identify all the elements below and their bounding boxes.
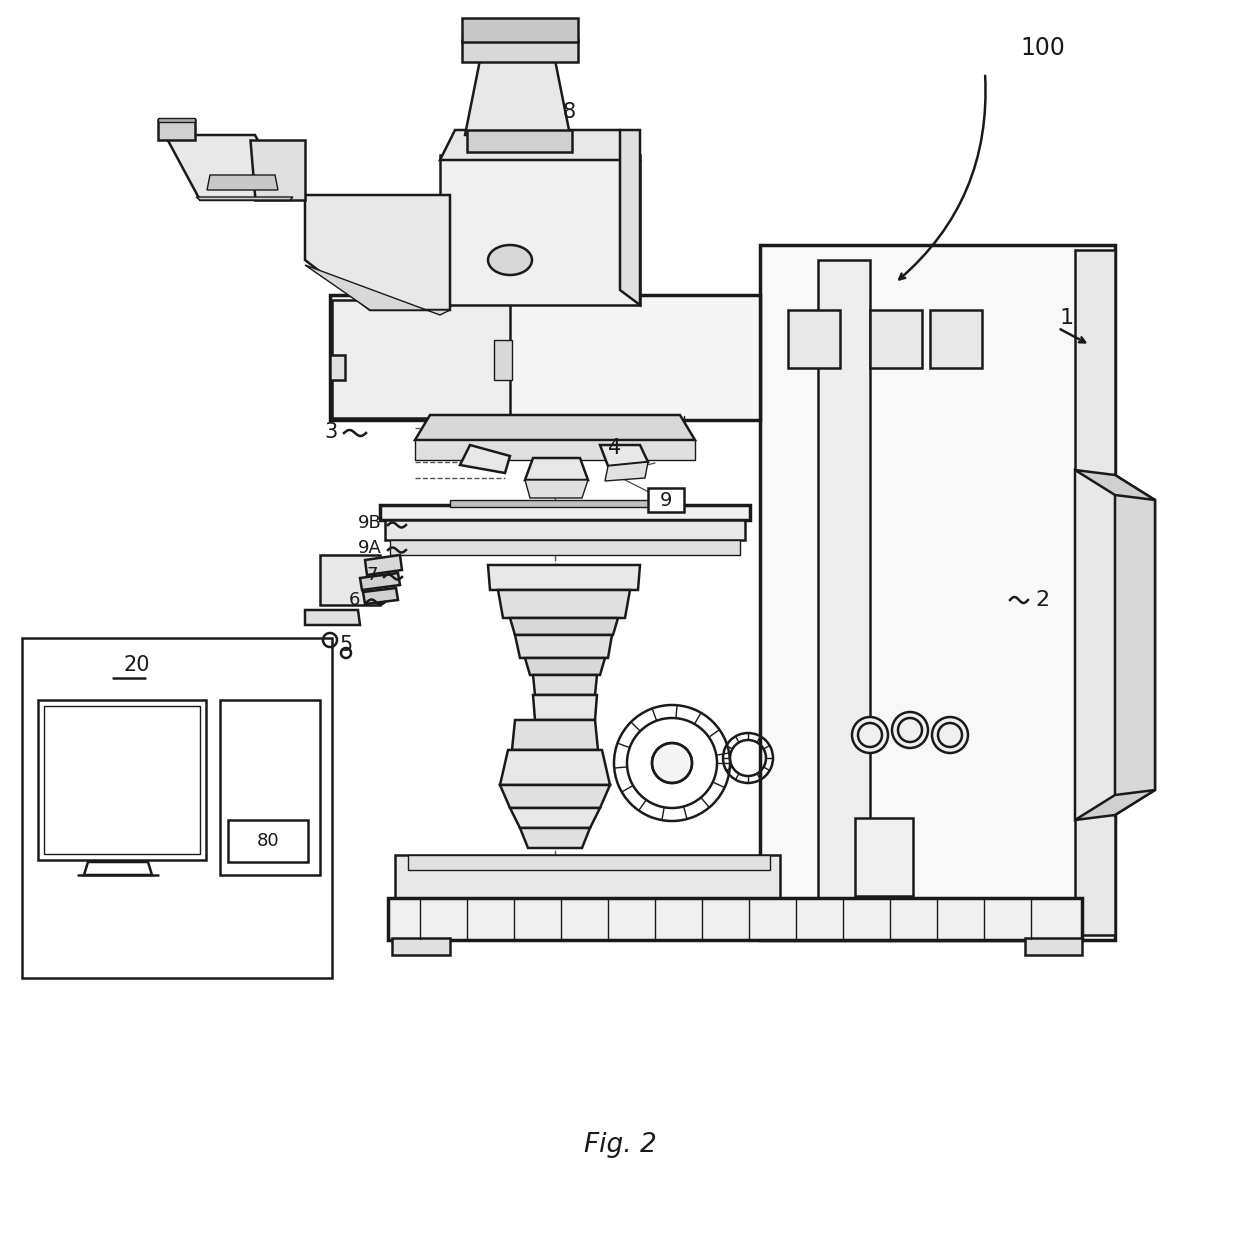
Polygon shape <box>396 855 780 900</box>
Text: 9B: 9B <box>358 514 382 531</box>
Ellipse shape <box>932 717 968 753</box>
Text: 100: 100 <box>1021 36 1065 61</box>
Polygon shape <box>1075 250 1115 934</box>
Text: 80: 80 <box>257 832 279 850</box>
Text: 9A: 9A <box>358 539 382 557</box>
Polygon shape <box>1075 470 1154 819</box>
Polygon shape <box>463 19 578 42</box>
Polygon shape <box>250 140 305 200</box>
Polygon shape <box>415 440 694 460</box>
Text: 5: 5 <box>340 635 353 655</box>
Text: Fig. 2: Fig. 2 <box>584 1132 656 1158</box>
Polygon shape <box>515 635 613 658</box>
Polygon shape <box>525 459 588 480</box>
Text: 8: 8 <box>563 103 577 122</box>
Ellipse shape <box>652 743 692 782</box>
Polygon shape <box>305 611 360 625</box>
Bar <box>787 310 839 368</box>
Polygon shape <box>391 540 740 555</box>
Polygon shape <box>489 565 640 590</box>
Polygon shape <box>818 260 870 941</box>
Polygon shape <box>533 695 596 721</box>
Polygon shape <box>450 501 650 507</box>
Polygon shape <box>605 462 649 481</box>
Ellipse shape <box>852 717 888 753</box>
Polygon shape <box>760 245 1115 941</box>
Polygon shape <box>157 117 195 122</box>
Text: 6: 6 <box>348 591 360 609</box>
Polygon shape <box>510 618 618 635</box>
Ellipse shape <box>892 712 928 748</box>
Text: 7: 7 <box>367 566 378 583</box>
Polygon shape <box>84 861 153 875</box>
Polygon shape <box>384 520 745 540</box>
Text: 4: 4 <box>608 438 621 459</box>
Polygon shape <box>332 300 510 418</box>
Polygon shape <box>305 265 450 315</box>
Polygon shape <box>157 120 195 140</box>
Polygon shape <box>500 750 610 785</box>
Polygon shape <box>440 154 640 305</box>
Bar <box>22 638 332 978</box>
Bar <box>219 700 320 875</box>
Polygon shape <box>500 785 610 808</box>
Polygon shape <box>440 130 640 159</box>
Polygon shape <box>388 899 1083 941</box>
Polygon shape <box>465 61 570 135</box>
Bar <box>870 310 923 368</box>
Polygon shape <box>520 828 590 848</box>
Bar <box>649 488 684 512</box>
Polygon shape <box>600 445 649 466</box>
Polygon shape <box>533 675 596 695</box>
Polygon shape <box>320 555 379 604</box>
Ellipse shape <box>489 245 532 274</box>
Polygon shape <box>207 176 278 190</box>
Text: 1: 1 <box>1060 308 1074 328</box>
Polygon shape <box>467 130 572 152</box>
Polygon shape <box>460 445 510 473</box>
Bar <box>228 819 308 861</box>
Bar <box>43 706 200 854</box>
Polygon shape <box>463 40 578 62</box>
Polygon shape <box>330 355 345 379</box>
Bar <box>38 700 206 860</box>
Polygon shape <box>525 480 588 498</box>
Polygon shape <box>498 590 630 618</box>
Polygon shape <box>365 555 402 575</box>
Polygon shape <box>379 506 750 520</box>
Text: 2: 2 <box>1035 590 1049 611</box>
Polygon shape <box>1025 938 1083 955</box>
Polygon shape <box>1075 470 1154 501</box>
Polygon shape <box>525 658 605 675</box>
Bar <box>930 310 982 368</box>
Polygon shape <box>1075 790 1154 819</box>
Polygon shape <box>330 295 760 420</box>
Polygon shape <box>305 195 450 310</box>
Polygon shape <box>408 855 770 870</box>
Polygon shape <box>360 574 401 590</box>
Polygon shape <box>196 197 293 200</box>
Text: 20: 20 <box>123 655 150 675</box>
Polygon shape <box>415 415 694 440</box>
Polygon shape <box>494 340 512 379</box>
Bar <box>856 818 913 896</box>
Polygon shape <box>165 135 290 200</box>
Polygon shape <box>392 938 450 955</box>
Text: 9: 9 <box>660 491 672 509</box>
Polygon shape <box>1115 475 1154 815</box>
Text: 3: 3 <box>325 421 339 442</box>
Polygon shape <box>620 130 640 305</box>
Polygon shape <box>510 808 600 828</box>
Polygon shape <box>512 721 598 750</box>
Polygon shape <box>363 588 398 604</box>
